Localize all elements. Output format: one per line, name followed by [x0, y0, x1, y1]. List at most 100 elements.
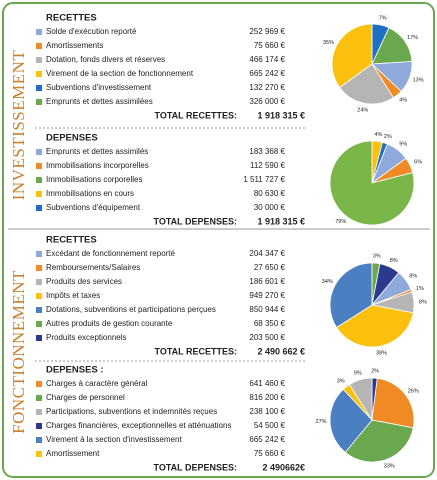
item-amount: 186 601 €: [249, 277, 285, 286]
pie-label: 2%: [371, 369, 379, 375]
item-label: Autres produits de gestion courante: [46, 319, 173, 328]
legend-swatch: [36, 265, 42, 271]
section-title: INVESTISSEMENT: [9, 50, 28, 201]
item-label: Virement à la section d'investissement: [46, 435, 182, 444]
legend-swatch: [36, 205, 42, 211]
pie-label: 24%: [357, 108, 368, 114]
legend-swatch: [36, 191, 42, 197]
legend-swatch: [36, 335, 42, 341]
pie-label: 8%: [390, 258, 398, 264]
total-amount: 2 490662€: [262, 462, 305, 472]
total-label: TOTAL DEPENSES:: [153, 216, 237, 226]
pie-slice: [339, 63, 394, 105]
pie-label: 27%: [316, 419, 327, 425]
pie-slice: [371, 377, 415, 429]
pie-label: 26%: [408, 389, 419, 395]
legend-swatch: [36, 71, 42, 77]
item-label: Produits des services: [46, 277, 122, 286]
pie-label: 34%: [322, 279, 333, 285]
block-heading: DEPENSES: [46, 133, 98, 144]
item-label: Amortissements: [46, 41, 103, 50]
item-label: Produits exceptionnels: [46, 333, 127, 342]
item-amount: 183 368 €: [249, 147, 285, 156]
item-amount: 949 270 €: [249, 291, 285, 300]
item-label: Dotation, fonds divers et réserves: [46, 55, 165, 64]
pie-slice: [331, 23, 373, 89]
legend-swatch: [36, 321, 42, 327]
pie-slice: [329, 388, 373, 453]
item-label: Immobilisations corporelles: [46, 175, 142, 184]
item-amount: 27 650 €: [254, 263, 286, 272]
item-label: Subventions d'investissement: [46, 83, 152, 92]
pie-label: 3%: [373, 254, 381, 260]
item-amount: 204 347 €: [249, 249, 285, 258]
item-amount: 80 630 €: [254, 189, 286, 198]
pie-slice: [344, 419, 414, 463]
item-label: Immobilisations en cours: [46, 189, 134, 198]
legend-swatch: [36, 395, 42, 401]
item-amount: 665 242 €: [249, 69, 285, 78]
legend-swatch: [36, 149, 42, 155]
item-amount: 850 944 €: [249, 305, 285, 314]
total-label: TOTAL RECETTES:: [154, 110, 237, 120]
legend-swatch: [36, 99, 42, 105]
legend-swatch: [36, 43, 42, 49]
item-amount: 326 000 €: [249, 97, 285, 106]
item-amount: 1 511 727 €: [243, 175, 285, 184]
pie-label: 8%: [409, 274, 417, 280]
item-amount: 75 660 €: [254, 449, 286, 458]
item-amount: 816 200 €: [249, 393, 285, 402]
total-amount: 1 918 315 €: [257, 110, 305, 120]
pie-label: 8%: [419, 299, 427, 305]
item-label: Impôts et taxes: [46, 291, 100, 300]
item-amount: 112 590 €: [250, 161, 286, 170]
item-amount: 203 500 €: [249, 333, 285, 342]
item-label: Solde d'exécution reporté: [46, 27, 137, 36]
pie-slice: [329, 262, 373, 329]
total-amount: 1 918 315 €: [257, 216, 305, 226]
item-label: Remboursements/Salaires: [46, 263, 140, 272]
item-amount: 30 000 €: [254, 203, 286, 212]
block-heading: DEPENSES :: [46, 365, 104, 376]
item-label: Emprunts et dettes assimilées: [46, 97, 153, 106]
item-label: Charges de personnel: [46, 393, 125, 402]
legend-swatch: [36, 29, 42, 35]
total-amount: 2 490 662 €: [257, 346, 305, 356]
block-heading: RECETTES: [46, 13, 97, 24]
pie-label: 35%: [323, 40, 334, 46]
legend-swatch: [36, 307, 42, 313]
legend-swatch: [36, 163, 42, 169]
item-amount: 252 969 €: [249, 27, 285, 36]
item-label: Excédant de fonctionnement reporté: [46, 249, 176, 258]
pie-slice: [329, 140, 415, 226]
pie-label: 9%: [399, 142, 407, 148]
pie-label: 17%: [407, 35, 418, 41]
pie-label: 2%: [384, 134, 392, 140]
pie-slice: [348, 377, 373, 422]
total-label: TOTAL RECETTES:: [154, 346, 237, 356]
legend-swatch: [36, 57, 42, 63]
legend-swatch: [36, 177, 42, 183]
item-label: Emprunts et dettes assimilés: [46, 147, 148, 156]
item-label: Charges financières, exceptionnelles et …: [46, 421, 231, 430]
item-label: Immobilisations incorporelles: [46, 161, 149, 170]
total-label: TOTAL DEPENSES:: [153, 462, 237, 472]
pie-label: 7%: [379, 16, 387, 22]
item-label: Participations, subventions et indemnité…: [46, 407, 217, 416]
pie-label: 1%: [416, 286, 424, 292]
section-title: FONCTIONNEMENT: [9, 270, 28, 434]
item-label: Dotations, subventions et participations…: [46, 305, 216, 314]
legend-swatch: [36, 409, 42, 415]
item-label: Subventions d'équipement: [46, 203, 141, 212]
legend-swatch: [36, 279, 42, 285]
pie-label: 4%: [374, 132, 382, 138]
pie-label: 3%: [337, 379, 345, 385]
pie-label: 4%: [399, 98, 407, 104]
legend-swatch: [36, 381, 42, 387]
item-amount: 75 660 €: [254, 41, 286, 50]
item-amount: 238 100 €: [249, 407, 285, 416]
pie-label: 33%: [384, 464, 395, 470]
item-label: Charges à caractère général: [46, 379, 148, 388]
item-amount: 54 500 €: [254, 421, 286, 430]
